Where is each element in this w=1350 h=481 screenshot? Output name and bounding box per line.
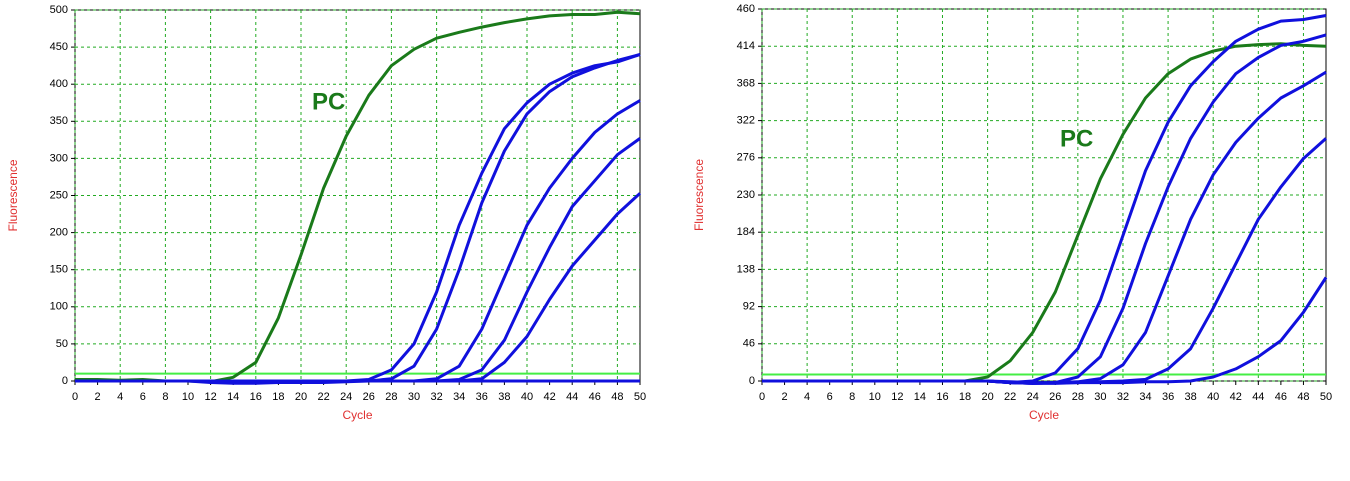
y-tick-label: 500 — [50, 4, 68, 16]
series-line — [762, 276, 1328, 385]
x-tick-label: 40 — [1207, 391, 1219, 403]
x-tick-label: 10 — [182, 391, 194, 403]
x-tick-label: 2 — [95, 391, 101, 403]
y-tick-label: 150 — [50, 264, 68, 276]
x-tick-label: 12 — [204, 391, 216, 403]
x-tick-label: 26 — [363, 391, 375, 403]
x-tick-label: 38 — [498, 391, 510, 403]
y-tick-label: 414 — [737, 40, 755, 52]
y-axis-title: Fluorescence — [692, 159, 706, 231]
x-tick-label: 40 — [521, 391, 533, 403]
x-tick-label: 14 — [914, 391, 926, 403]
annotation: PC — [312, 88, 345, 115]
x-tick-label: 48 — [1297, 391, 1309, 403]
series-line — [75, 379, 640, 385]
y-tick-label: 450 — [50, 41, 68, 53]
x-tick-label: 36 — [1162, 391, 1174, 403]
x-tick-label: 44 — [1252, 391, 1264, 403]
y-tick-label: 138 — [737, 263, 755, 275]
y-tick-label: 184 — [737, 226, 755, 238]
x-tick-label: 16 — [250, 391, 262, 403]
x-tick-label: 38 — [1185, 391, 1197, 403]
x-tick-label: 6 — [140, 391, 146, 403]
x-tick-label: 8 — [162, 391, 168, 403]
annotation: PC — [1060, 125, 1093, 152]
x-tick-label: 8 — [849, 391, 855, 403]
x-tick-label: 14 — [227, 391, 239, 403]
y-tick-label: 300 — [50, 152, 68, 164]
y-tick-label: 230 — [737, 189, 755, 201]
x-tick-label: 16 — [936, 391, 948, 403]
y-tick-label: 92 — [743, 301, 755, 313]
x-tick-label: 26 — [1049, 391, 1061, 403]
y-tick-label: 0 — [749, 375, 755, 387]
x-tick-label: 4 — [117, 391, 123, 403]
y-tick-label: 276 — [737, 152, 755, 164]
x-tick-label: 6 — [827, 391, 833, 403]
x-axis-title: Cycle — [342, 408, 372, 422]
x-tick-label: 0 — [759, 391, 765, 403]
y-tick-label: 46 — [743, 338, 755, 350]
x-tick-label: 34 — [1139, 391, 1151, 403]
x-tick-label: 50 — [1320, 391, 1332, 403]
x-tick-label: 42 — [1230, 391, 1242, 403]
y-tick-label: 400 — [50, 78, 68, 90]
y-tick-label: 368 — [737, 77, 755, 89]
x-tick-label: 46 — [1275, 391, 1287, 403]
x-tick-label: 4 — [804, 391, 810, 403]
x-tick-label: 28 — [385, 391, 397, 403]
x-tick-label: 2 — [781, 391, 787, 403]
x-tick-label: 22 — [317, 391, 329, 403]
x-tick-label: 0 — [72, 391, 78, 403]
x-tick-label: 30 — [408, 391, 420, 403]
x-tick-label: 18 — [272, 391, 284, 403]
y-tick-label: 350 — [50, 115, 68, 127]
x-tick-label: 42 — [543, 391, 555, 403]
x-tick-label: 24 — [1027, 391, 1039, 403]
x-tick-label: 12 — [891, 391, 903, 403]
x-tick-label: 32 — [1117, 391, 1129, 403]
y-tick-label: 250 — [50, 189, 68, 201]
x-tick-label: 32 — [430, 391, 442, 403]
x-tick-label: 22 — [1004, 391, 1016, 403]
x-tick-label: 44 — [566, 391, 578, 403]
y-tick-label: 322 — [737, 115, 755, 127]
y-axis-title: Fluorescence — [6, 159, 20, 231]
y-tick-label: 200 — [50, 227, 68, 239]
x-tick-label: 36 — [476, 391, 488, 403]
y-tick-label: 0 — [62, 375, 68, 387]
x-tick-label: 46 — [589, 391, 601, 403]
x-tick-label: 28 — [1072, 391, 1084, 403]
x-tick-label: 50 — [634, 391, 646, 403]
x-tick-label: 20 — [295, 391, 307, 403]
x-tick-label: 48 — [611, 391, 623, 403]
x-tick-label: 20 — [981, 391, 993, 403]
y-tick-label: 460 — [737, 3, 755, 15]
x-tick-label: 30 — [1094, 391, 1106, 403]
y-tick-label: 100 — [50, 301, 68, 313]
x-tick-label: 24 — [340, 391, 352, 403]
x-tick-label: 10 — [869, 391, 881, 403]
x-tick-label: 34 — [453, 391, 465, 403]
x-tick-label: 18 — [959, 391, 971, 403]
y-tick-label: 50 — [56, 338, 68, 350]
x-axis-title: Cycle — [1029, 408, 1059, 422]
